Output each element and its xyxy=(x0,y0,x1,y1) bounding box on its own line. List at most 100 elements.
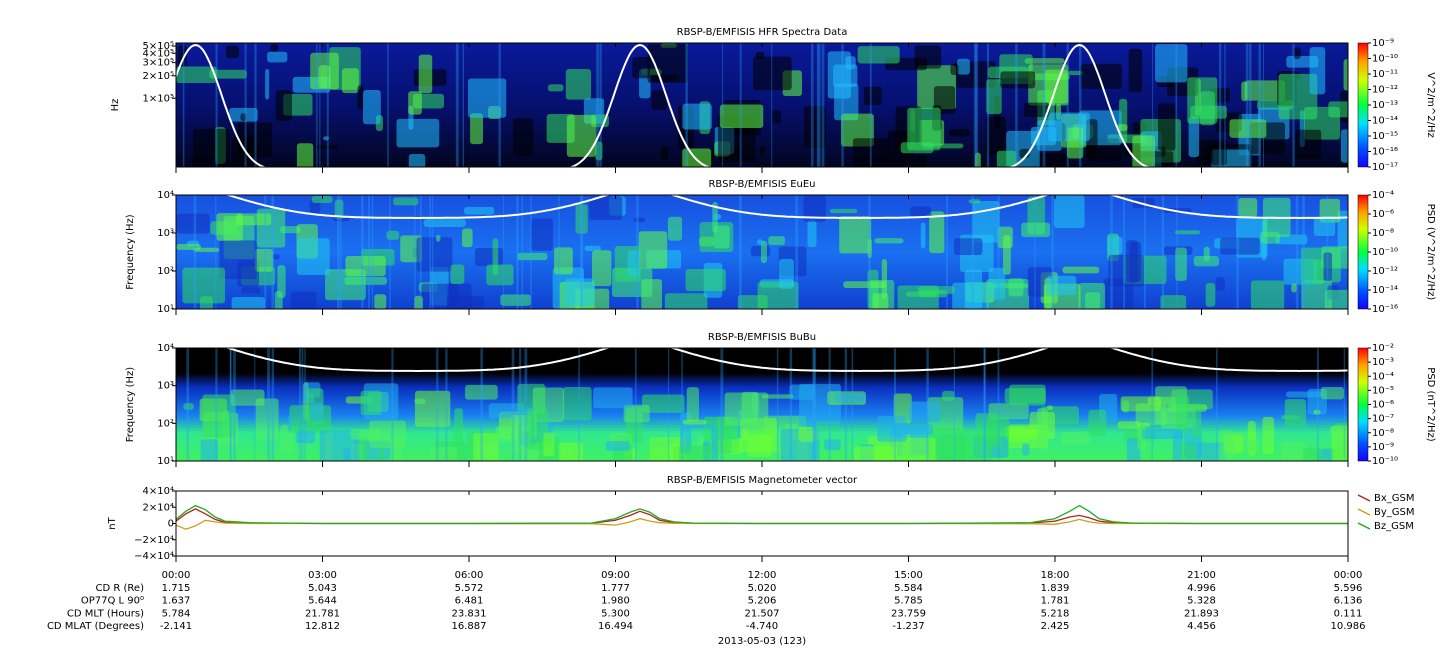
spectrogram xyxy=(176,348,1348,461)
series-line xyxy=(176,517,1348,530)
spectrogram-texture xyxy=(803,195,826,222)
spectrogram-texture xyxy=(1244,80,1286,101)
spectrogram-texture xyxy=(512,118,534,156)
spectrogram-texture xyxy=(421,283,459,309)
spectrogram-streak xyxy=(445,348,448,461)
spectrogram-streak xyxy=(1301,195,1305,309)
spectrogram-streak xyxy=(973,43,977,167)
spectrogram-texture xyxy=(685,424,715,429)
spectrogram-texture xyxy=(547,84,564,92)
y-tick-label: −4×10⁴ xyxy=(134,551,174,562)
spectrogram-texture xyxy=(414,398,426,405)
ephemeris-value: 2.425 xyxy=(1041,621,1070,632)
spectrogram-streak xyxy=(1110,195,1113,309)
spectrogram-texture xyxy=(920,222,926,249)
ephemeris-label: CD MLAT (Degrees) xyxy=(47,621,144,632)
ephemeris-value: 5.328 xyxy=(1187,596,1216,607)
spectrogram-texture xyxy=(230,389,265,406)
spectrogram-texture xyxy=(414,390,451,427)
spectrogram-streak xyxy=(524,348,528,461)
spectrogram-texture xyxy=(1000,71,1036,89)
spectrogram-texture xyxy=(667,216,683,241)
colorbar-tick-label: 10⁻¹³ xyxy=(1372,100,1398,111)
spectrogram-texture xyxy=(435,235,441,242)
spectrogram-texture xyxy=(1188,116,1200,158)
spectrogram-texture xyxy=(1193,255,1219,267)
spectrogram-texture xyxy=(517,252,548,261)
spectrogram-streak xyxy=(1176,195,1178,309)
spectrogram-texture xyxy=(500,294,531,306)
spectrogram-streak xyxy=(229,348,232,461)
spectrogram-texture xyxy=(985,116,1006,155)
spectrogram-streak xyxy=(511,348,515,461)
spectrogram-streak xyxy=(771,43,773,167)
spectrogram-streak xyxy=(599,43,602,167)
spectrogram-texture xyxy=(1215,277,1225,291)
spectrogram-texture xyxy=(933,86,956,114)
spectrogram-texture xyxy=(845,56,856,70)
spectrogram-texture xyxy=(761,394,794,399)
spectrogram-texture xyxy=(988,267,1006,300)
spectrogram-texture xyxy=(1132,135,1156,167)
spectrogram-texture xyxy=(543,432,555,457)
spectrogram-texture xyxy=(1046,405,1054,411)
colorbar-tick-label: 10⁻¹⁶ xyxy=(1372,304,1398,315)
ephemeris-value: 16.887 xyxy=(452,621,487,632)
spectrogram-texture xyxy=(682,103,712,130)
spectrogram-texture xyxy=(877,415,907,442)
spectrogram-texture xyxy=(804,105,826,148)
ephemeris-value: 12.812 xyxy=(305,621,340,632)
spectrogram-streak xyxy=(1218,43,1222,167)
y-tick-label: 5×10⁵ xyxy=(143,41,174,52)
spectrogram-texture xyxy=(461,228,473,248)
spectrogram-texture xyxy=(486,264,514,286)
spectrogram-texture xyxy=(309,200,321,214)
spectrogram-streak xyxy=(455,43,459,167)
ephemeris-value: 4.996 xyxy=(1187,583,1216,594)
legend-swatch xyxy=(1357,494,1371,502)
spectrogram-streak xyxy=(1161,195,1165,309)
spectrogram-texture xyxy=(1218,430,1234,461)
spectrogram-texture xyxy=(833,392,866,403)
colorbar-tick-label: 10⁻⁴ xyxy=(1372,371,1394,382)
spectrogram-streak xyxy=(946,195,949,309)
spectrogram-texture xyxy=(1107,236,1123,255)
spectrogram-texture xyxy=(200,439,218,461)
spectrogram-texture xyxy=(914,45,942,69)
colorbar-tick-label: 10⁻¹⁰ xyxy=(1372,54,1398,65)
x-tick-label: 21:00 xyxy=(1187,570,1216,581)
spectrogram-texture xyxy=(910,206,932,219)
spectrogram-streak xyxy=(812,348,815,461)
spectrogram-streak xyxy=(516,195,518,309)
spectrogram-texture xyxy=(1281,442,1307,461)
spectrogram-texture xyxy=(1324,289,1348,309)
spectrogram-streak xyxy=(340,195,342,309)
spectrogram-texture xyxy=(1330,425,1348,435)
spectrogram-texture xyxy=(275,90,292,121)
y-axis-label: Hz xyxy=(110,99,121,112)
spectrogram-texture xyxy=(274,291,283,309)
spectrogram-streak xyxy=(414,195,416,309)
spectrogram-texture xyxy=(1053,195,1085,229)
spectrogram-texture xyxy=(916,154,927,167)
ephemeris-value: 4.456 xyxy=(1187,621,1216,632)
spectrogram-texture xyxy=(772,110,782,124)
colorbar-tick-label: 10⁻² xyxy=(1372,343,1394,354)
spectrogram-texture xyxy=(296,430,316,444)
spectrogram-streak xyxy=(1078,43,1082,167)
spectrogram-texture xyxy=(254,248,274,272)
spectrogram-streak xyxy=(519,348,522,461)
spectrogram-streak xyxy=(1224,43,1226,167)
spectrogram-texture xyxy=(1062,266,1100,274)
spectrogram-texture xyxy=(682,419,707,425)
spectrogram-texture xyxy=(1309,47,1326,95)
spectrogram-streak xyxy=(636,195,639,309)
spectrogram-texture xyxy=(829,208,858,214)
ephemeris-value: 21.781 xyxy=(305,608,340,619)
spectrogram-streak xyxy=(813,348,817,461)
spectrogram-texture xyxy=(554,247,573,275)
spectrogram-streak xyxy=(581,195,584,309)
x-tick-label: 09:00 xyxy=(601,570,630,581)
spectrogram-texture xyxy=(623,404,650,423)
series-line xyxy=(176,508,1348,525)
